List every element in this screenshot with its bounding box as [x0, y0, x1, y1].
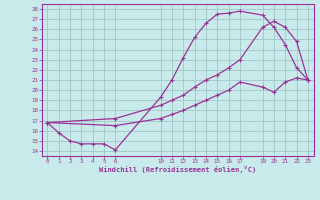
X-axis label: Windchill (Refroidissement éolien,°C): Windchill (Refroidissement éolien,°C) [99, 166, 256, 173]
